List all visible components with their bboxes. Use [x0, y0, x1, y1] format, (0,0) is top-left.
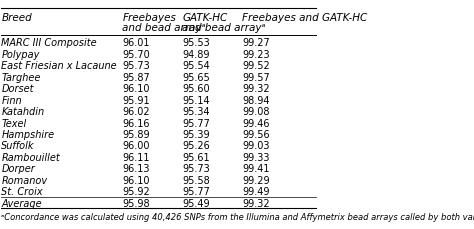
Text: 99.41: 99.41 — [242, 164, 270, 174]
Text: 95.77: 95.77 — [182, 119, 210, 128]
Text: 95.61: 95.61 — [182, 153, 210, 163]
Text: 95.60: 95.60 — [182, 84, 210, 94]
Text: 95.98: 95.98 — [122, 199, 150, 209]
Text: 95.53: 95.53 — [182, 38, 210, 48]
Text: 99.56: 99.56 — [242, 130, 270, 140]
Text: 99.46: 99.46 — [242, 119, 270, 128]
Text: 95.70: 95.70 — [122, 50, 150, 60]
Text: 95.73: 95.73 — [122, 61, 150, 71]
Text: 96.13: 96.13 — [122, 164, 150, 174]
Text: 95.39: 95.39 — [182, 130, 210, 140]
Text: Freebayes: Freebayes — [122, 13, 176, 23]
Text: 96.10: 96.10 — [122, 176, 150, 186]
Text: Breed: Breed — [1, 13, 32, 23]
Text: St. Croix: St. Croix — [1, 187, 43, 197]
Text: 94.89: 94.89 — [182, 50, 210, 60]
Text: 96.00: 96.00 — [122, 142, 150, 151]
Text: 99.03: 99.03 — [242, 142, 270, 151]
Text: ᵃConcordance was calculated using 40,426 SNPs from the Illumina and Affymetrix b: ᵃConcordance was calculated using 40,426… — [1, 213, 474, 222]
Text: 99.08: 99.08 — [242, 107, 270, 117]
Text: Polypay: Polypay — [1, 50, 40, 60]
Text: and bead arrayᵃ: and bead arrayᵃ — [182, 23, 266, 33]
Text: 99.29: 99.29 — [242, 176, 270, 186]
Text: Targhee: Targhee — [1, 73, 41, 83]
Text: 95.49: 95.49 — [182, 199, 210, 209]
Text: 99.33: 99.33 — [242, 153, 270, 163]
Text: 95.65: 95.65 — [182, 73, 210, 83]
Text: 99.27: 99.27 — [242, 38, 270, 48]
Text: 95.34: 95.34 — [182, 107, 210, 117]
Text: GATK-HC: GATK-HC — [182, 13, 228, 23]
Text: 95.91: 95.91 — [122, 96, 150, 106]
Text: 99.52: 99.52 — [242, 61, 270, 71]
Text: Hampshire: Hampshire — [1, 130, 55, 140]
Text: 96.10: 96.10 — [122, 84, 150, 94]
Text: Rambouillet: Rambouillet — [1, 153, 60, 163]
Text: Freebayes and GATK-HC: Freebayes and GATK-HC — [242, 13, 367, 23]
Text: 95.54: 95.54 — [182, 61, 210, 71]
Text: Average: Average — [1, 199, 42, 209]
Text: 99.57: 99.57 — [242, 73, 270, 83]
Text: Romanov: Romanov — [1, 176, 47, 186]
Text: 99.32: 99.32 — [242, 84, 270, 94]
Text: Suffolk: Suffolk — [1, 142, 35, 151]
Text: and bead arrayᵃ: and bead arrayᵃ — [122, 23, 206, 33]
Text: 99.49: 99.49 — [242, 187, 270, 197]
Text: 95.26: 95.26 — [182, 142, 210, 151]
Text: Dorset: Dorset — [1, 84, 34, 94]
Text: 99.32: 99.32 — [242, 199, 270, 209]
Text: 96.11: 96.11 — [122, 153, 150, 163]
Text: 96.01: 96.01 — [122, 38, 150, 48]
Text: 98.94: 98.94 — [242, 96, 270, 106]
Text: 95.77: 95.77 — [182, 187, 210, 197]
Text: East Friesian x Lacaune: East Friesian x Lacaune — [1, 61, 117, 71]
Text: 95.14: 95.14 — [182, 96, 210, 106]
Text: 95.89: 95.89 — [122, 130, 150, 140]
Text: 95.73: 95.73 — [182, 164, 210, 174]
Text: Dorper: Dorper — [1, 164, 35, 174]
Text: 99.23: 99.23 — [242, 50, 270, 60]
Text: 95.87: 95.87 — [122, 73, 150, 83]
Text: Katahdin: Katahdin — [1, 107, 45, 117]
Text: Finn: Finn — [1, 96, 22, 106]
Text: 95.58: 95.58 — [182, 176, 210, 186]
Text: 95.92: 95.92 — [122, 187, 150, 197]
Text: 96.02: 96.02 — [122, 107, 150, 117]
Text: 96.16: 96.16 — [122, 119, 150, 128]
Text: Texel: Texel — [1, 119, 27, 128]
Text: MARC III Composite: MARC III Composite — [1, 38, 97, 48]
